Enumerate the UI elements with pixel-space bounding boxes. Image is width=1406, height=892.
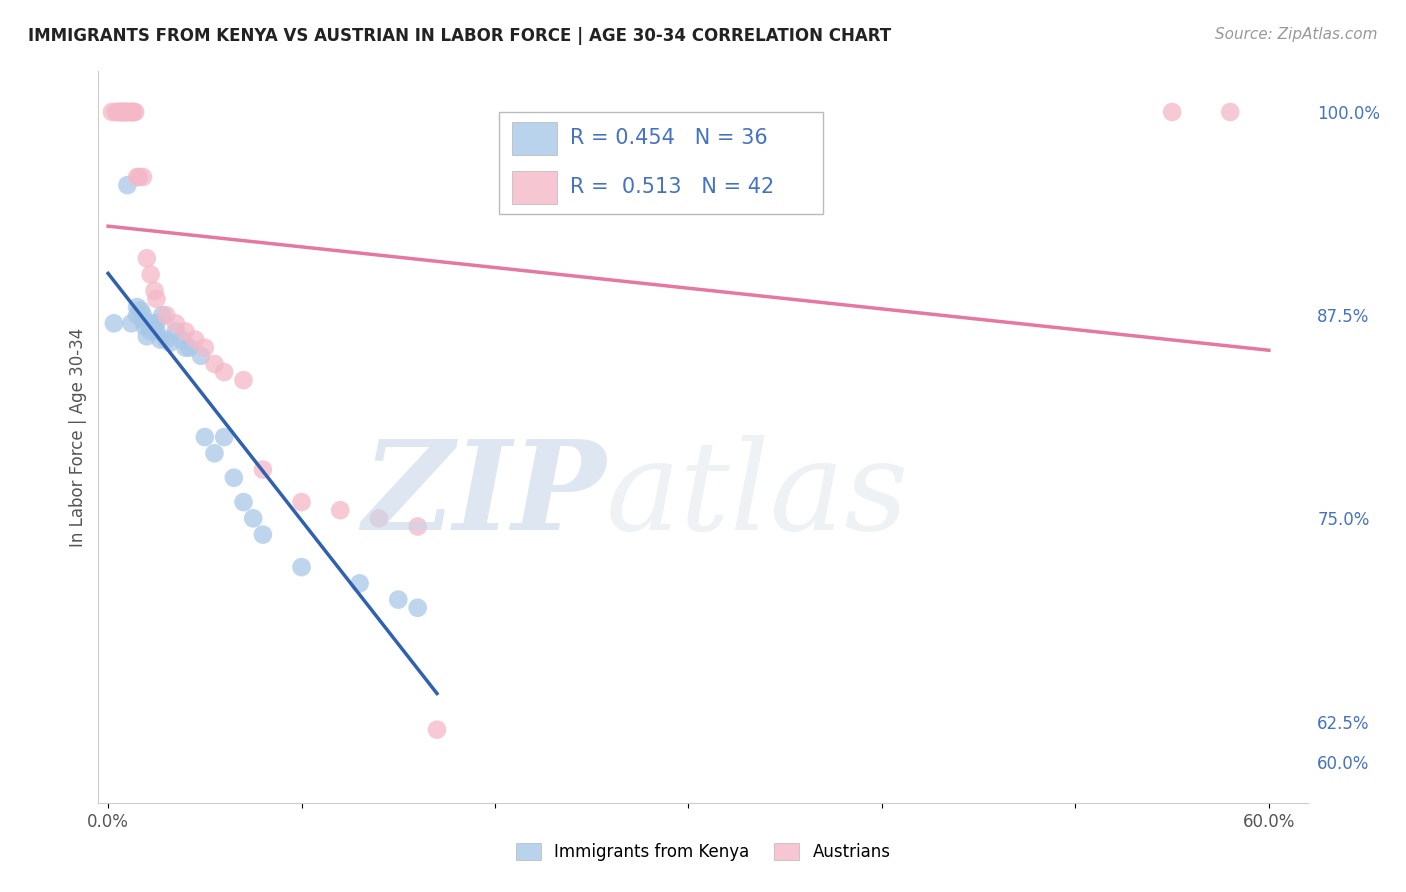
Point	[117, 178, 139, 193]
Point	[139, 268, 162, 282]
Point	[135, 252, 157, 266]
Text: Source: ZipAtlas.com: Source: ZipAtlas.com	[1215, 27, 1378, 42]
Point	[145, 325, 167, 339]
Point	[108, 105, 131, 120]
Point	[155, 333, 177, 347]
Point	[179, 341, 201, 355]
Point	[165, 325, 187, 339]
Point	[174, 341, 197, 355]
Point	[1161, 105, 1184, 120]
Point	[1219, 105, 1241, 120]
Point	[222, 471, 245, 485]
Point	[132, 308, 155, 322]
Point	[122, 105, 145, 120]
FancyBboxPatch shape	[512, 122, 557, 154]
Point	[426, 723, 449, 737]
Point	[387, 592, 409, 607]
Point	[139, 319, 162, 334]
Point	[139, 325, 162, 339]
Point	[124, 105, 146, 120]
Point	[368, 511, 391, 525]
Point	[194, 341, 217, 355]
Y-axis label: In Labor Force | Age 30-34: In Labor Force | Age 30-34	[69, 327, 87, 547]
Point	[242, 511, 264, 525]
Point	[127, 308, 149, 322]
Point	[104, 105, 127, 120]
Point	[127, 300, 149, 314]
Point	[111, 105, 134, 120]
Point	[145, 316, 167, 330]
Point	[132, 313, 155, 327]
Point	[122, 105, 145, 120]
Point	[290, 560, 312, 574]
Point	[204, 357, 226, 371]
Point	[114, 105, 136, 120]
Point	[143, 316, 166, 330]
Point	[138, 316, 160, 330]
FancyBboxPatch shape	[512, 171, 557, 204]
Point	[232, 495, 254, 509]
Point	[145, 292, 167, 306]
Point	[112, 105, 135, 120]
FancyBboxPatch shape	[499, 112, 823, 214]
Point	[120, 316, 142, 330]
Point	[118, 105, 141, 120]
Point	[135, 329, 157, 343]
Text: IMMIGRANTS FROM KENYA VS AUSTRIAN IN LABOR FORCE | AGE 30-34 CORRELATION CHART: IMMIGRANTS FROM KENYA VS AUSTRIAN IN LAB…	[28, 27, 891, 45]
Point	[406, 519, 429, 533]
Text: atlas: atlas	[606, 434, 910, 557]
Point	[170, 333, 193, 347]
Point	[107, 105, 129, 120]
Text: R =  0.513   N = 42: R = 0.513 N = 42	[571, 178, 775, 197]
Legend: Immigrants from Kenya, Austrians: Immigrants from Kenya, Austrians	[509, 836, 897, 868]
Point	[252, 462, 274, 476]
Point	[329, 503, 352, 517]
Point	[349, 576, 371, 591]
Point	[120, 105, 142, 120]
Point	[159, 335, 181, 350]
Point	[101, 105, 124, 120]
Point	[150, 308, 173, 322]
Point	[149, 333, 172, 347]
Point	[120, 105, 142, 120]
Point	[103, 316, 125, 330]
Point	[114, 105, 136, 120]
Point	[252, 527, 274, 541]
Point	[165, 316, 187, 330]
Point	[112, 105, 135, 120]
Text: R = 0.454   N = 36: R = 0.454 N = 36	[571, 128, 768, 148]
Point	[290, 495, 312, 509]
Point	[108, 105, 131, 120]
Point	[212, 365, 235, 379]
Point	[194, 430, 217, 444]
Point	[132, 169, 155, 184]
Point	[127, 169, 149, 184]
Point	[184, 333, 207, 347]
Point	[134, 319, 156, 334]
Point	[232, 373, 254, 387]
Point	[129, 303, 152, 318]
Point	[406, 600, 429, 615]
Text: ZIP: ZIP	[363, 434, 606, 557]
Point	[212, 430, 235, 444]
Point	[190, 349, 212, 363]
Point	[128, 169, 150, 184]
Point	[155, 308, 177, 322]
Point	[117, 105, 139, 120]
Point	[174, 325, 197, 339]
Point	[204, 446, 226, 460]
Point	[112, 105, 135, 120]
Point	[143, 284, 166, 298]
Point	[117, 105, 139, 120]
